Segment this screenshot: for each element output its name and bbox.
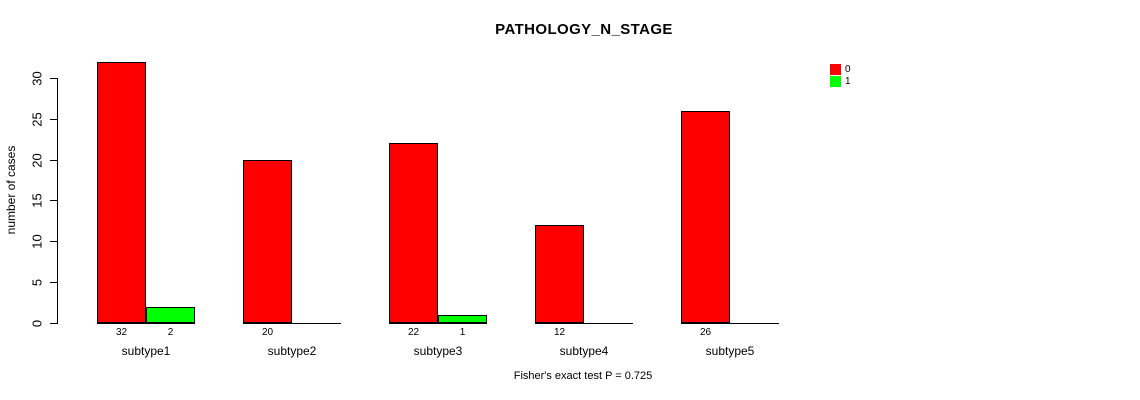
chart-title: PATHOLOGY_N_STAGE (495, 21, 673, 38)
bar-value-label: 20 (261, 327, 274, 338)
category-label-subtype5: subtype5 (705, 344, 755, 358)
bar-group-baseline (389, 323, 487, 324)
legend-label: 0 (845, 64, 851, 75)
y-axis-tick (50, 241, 58, 242)
bar-value-label: 1 (459, 327, 466, 338)
bar-group-baseline (97, 323, 195, 324)
y-axis-tick (50, 282, 58, 283)
bar-group-baseline (681, 323, 779, 324)
bar-0-subtype3 (389, 143, 438, 323)
y-axis-tick-label: 5 (29, 278, 45, 287)
y-axis-tick (50, 160, 58, 161)
y-axis-tick (50, 200, 58, 201)
bar-value-label: 32 (115, 327, 128, 338)
bar-0-subtype5 (681, 111, 730, 323)
y-axis-tick-label: 15 (29, 193, 45, 208)
y-axis-tick-label: 10 (29, 234, 45, 249)
legend-label: 1 (845, 76, 851, 87)
statistical-annotation: Fisher's exact test P = 0.725 (513, 370, 653, 382)
y-axis-tick (50, 119, 58, 120)
bar-value-label: 2 (167, 327, 174, 338)
y-axis-tick-label: 30 (29, 71, 45, 86)
bar-0-subtype4 (535, 225, 584, 323)
category-label-subtype4: subtype4 (559, 344, 609, 358)
category-label-subtype2: subtype2 (267, 344, 317, 358)
bar-group-baseline (243, 323, 341, 324)
y-axis-label: number of cases (4, 145, 18, 235)
bar-value-label: 26 (699, 327, 712, 338)
bar-group-baseline (535, 323, 633, 324)
bar-value-label: 22 (407, 327, 420, 338)
bar-value-label: 12 (553, 327, 566, 338)
y-axis-tick (50, 323, 58, 324)
bar-1-subtype1 (146, 307, 195, 323)
legend-swatch-1 (830, 76, 841, 87)
category-label-subtype3: subtype3 (413, 344, 463, 358)
bar-0-subtype1 (97, 62, 146, 323)
y-axis-tick (50, 78, 58, 79)
y-axis-tick-label: 20 (29, 153, 45, 168)
bar-1-subtype3 (438, 315, 487, 323)
y-axis-line (57, 78, 58, 324)
y-axis-tick-label: 25 (29, 112, 45, 127)
y-axis-tick-label: 0 (29, 319, 45, 328)
bar-0-subtype2 (243, 160, 292, 323)
category-label-subtype1: subtype1 (121, 344, 171, 358)
legend-swatch-0 (830, 64, 841, 75)
